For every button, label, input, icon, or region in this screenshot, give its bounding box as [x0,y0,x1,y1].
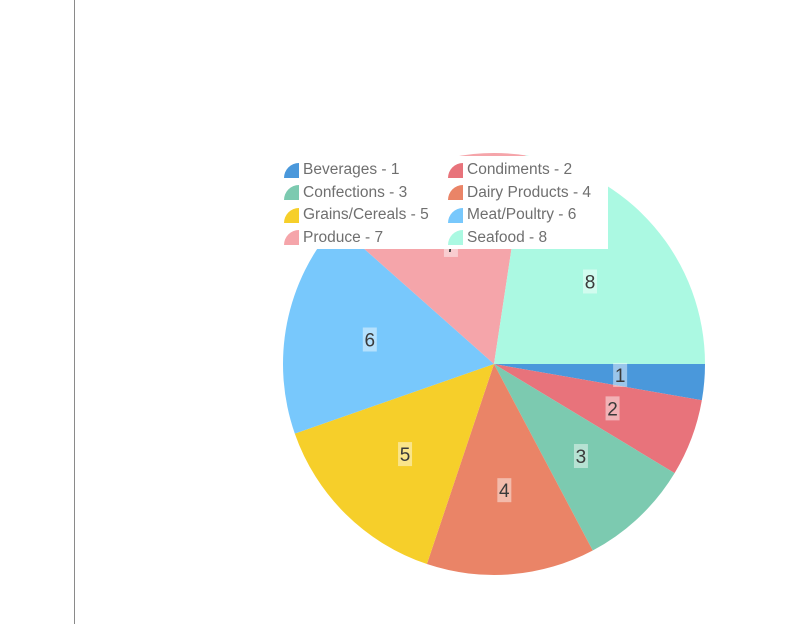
legend-swatch-4 [448,185,463,200]
pie-label-background-5 [398,442,413,467]
pie-slice-label-3: 3 [576,447,587,468]
pie-slice-label-6: 6 [365,330,376,351]
legend-swatch-5 [284,207,299,223]
legend-swatch-2 [448,162,463,178]
pie-slice-3[interactable] [494,364,675,551]
legend-label-3: Confections - 3 [303,183,408,201]
pie-slice-label-4: 4 [499,481,510,502]
pie-slice-5[interactable] [294,364,494,565]
pie-label-background-6 [362,327,377,352]
legend-label-4: Dairy Products - 4 [467,183,592,201]
left-border-line [74,0,75,624]
legend-swatch-3 [284,185,299,200]
pie-slice-label-1: 1 [615,366,626,387]
legend-swatch-1 [284,162,299,178]
chart-legend: Beverages - 1 Condiments - 2 Confections -… [276,156,608,249]
pie-slice-label-5: 5 [400,445,411,466]
legend-item-8[interactable]: Seafood - 8 [448,228,547,248]
pie-label-background-1 [613,362,628,387]
pie-label-background-2 [605,396,620,421]
legend-item-4[interactable]: Dairy Products - 4 [448,183,591,203]
legend-item-2[interactable]: Condiments - 2 [448,160,572,180]
legend-item-5[interactable]: Grains/Cereals - 5 [284,205,429,225]
pie-slice-4[interactable] [426,364,593,575]
pie-slice-6[interactable] [283,223,494,434]
legend-label-7: Produce - 7 [303,228,384,246]
legend-item-1[interactable]: Beverages - 1 [284,160,400,180]
pie-slice-2[interactable] [494,364,702,474]
pie-slice-1[interactable] [494,364,705,401]
legend-label-2: Condiments - 2 [467,161,573,178]
pie-label-background-4 [497,478,512,503]
legend-swatch-7 [284,230,299,245]
legend-swatch-8 [448,230,463,245]
legend-label-1: Beverages - 1 [303,161,400,178]
pie-label-background-3 [573,444,588,469]
legend-label-8: Seafood - 8 [467,228,548,246]
legend-item-6[interactable]: Meat/Poultry - 6 [448,205,576,225]
legend-label-6: Meat/Poultry - 6 [467,206,577,223]
pie-label-background-8 [583,269,598,294]
legend-item-7[interactable]: Produce - 7 [284,228,383,248]
pie-slice-label-2: 2 [607,399,618,420]
pie-slice-label-8: 8 [585,272,596,293]
legend-label-5: Grains/Cereals - 5 [303,206,429,223]
legend-item-3[interactable]: Confections - 3 [284,183,407,203]
legend-swatch-6 [448,207,463,223]
